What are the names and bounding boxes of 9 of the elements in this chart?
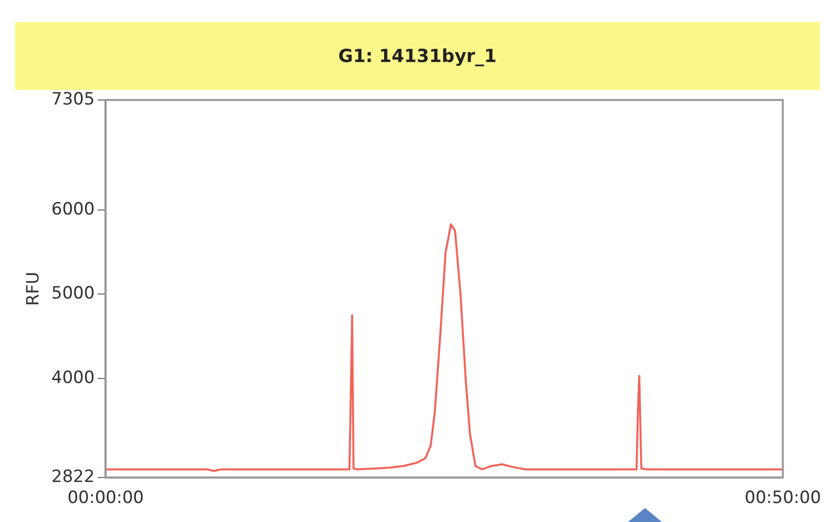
chart-title: G1: 14131byr_1 — [15, 22, 820, 90]
y-tick-label: 5000 — [51, 284, 95, 304]
y-tick-label: 7305 — [51, 89, 95, 110]
y-tick-label: 6000 — [51, 199, 95, 220]
y-tick-label: 2822 — [51, 467, 95, 488]
x-tick-label: 00:00:00 — [67, 488, 144, 508]
x-tick-label: 00:50:00 — [744, 488, 822, 508]
y-axis-title: RFU — [24, 272, 44, 306]
y-tick-label: 4000 — [51, 368, 95, 388]
